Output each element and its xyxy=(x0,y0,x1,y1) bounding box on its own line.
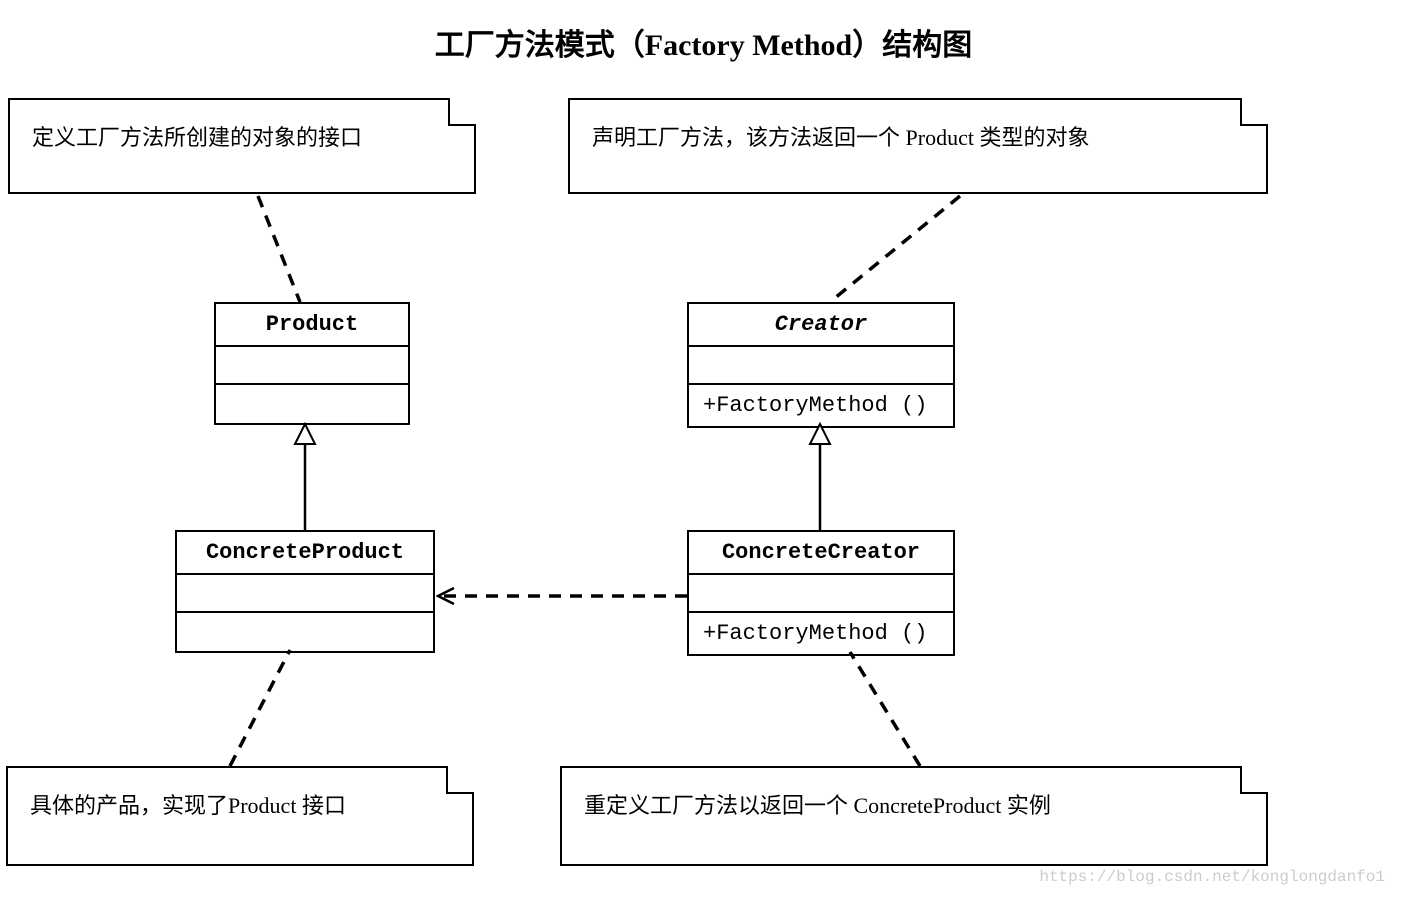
note-concrete-creator-desc: 重定义工厂方法以返回一个 ConcreteProduct 实例 xyxy=(560,766,1268,866)
class-product: Product xyxy=(214,302,410,425)
class-name: Creator xyxy=(689,304,953,347)
class-concrete-product: ConcreteProduct xyxy=(175,530,435,653)
class-concrete-creator: ConcreteCreator +FactoryMethod () xyxy=(687,530,955,656)
note-fold-icon xyxy=(1240,98,1268,126)
class-operations xyxy=(216,385,408,423)
class-attributes xyxy=(689,575,953,613)
note-text: 具体的产品，实现了Product 接口 xyxy=(30,793,346,818)
diagram-title: 工厂方法模式（Factory Method）结构图 xyxy=(0,20,1407,64)
class-operations: +FactoryMethod () xyxy=(689,385,953,426)
class-operations xyxy=(177,613,433,651)
edge-note-link xyxy=(258,196,300,302)
edge-note-link xyxy=(830,196,960,302)
class-name: ConcreteCreator xyxy=(689,532,953,575)
note-fold-icon xyxy=(1240,766,1268,794)
class-attributes xyxy=(689,347,953,385)
class-attributes xyxy=(177,575,433,613)
edge-note-link xyxy=(850,652,920,766)
note-fold-icon xyxy=(448,98,476,126)
edge-note-link xyxy=(230,650,290,766)
class-operations: +FactoryMethod () xyxy=(689,613,953,654)
note-text: 声明工厂方法，该方法返回一个 Product 类型的对象 xyxy=(592,125,1089,150)
note-text: 重定义工厂方法以返回一个 ConcreteProduct 实例 xyxy=(584,793,1051,818)
note-text: 定义工厂方法所创建的对象的接口 xyxy=(32,125,362,150)
note-product-desc: 定义工厂方法所创建的对象的接口 xyxy=(8,98,476,194)
class-name: Product xyxy=(216,304,408,347)
note-creator-desc: 声明工厂方法，该方法返回一个 Product 类型的对象 xyxy=(568,98,1268,194)
class-name: ConcreteProduct xyxy=(177,532,433,575)
note-concrete-product-desc: 具体的产品，实现了Product 接口 xyxy=(6,766,474,866)
note-fold-icon xyxy=(446,766,474,794)
class-creator: Creator +FactoryMethod () xyxy=(687,302,955,428)
class-attributes xyxy=(216,347,408,385)
watermark-text: https://blog.csdn.net/konglongdanfo1 xyxy=(1039,868,1385,886)
